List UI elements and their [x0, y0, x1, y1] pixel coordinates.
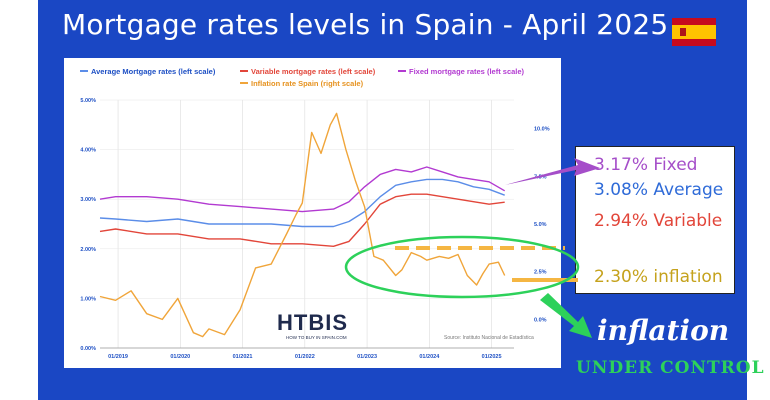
- callout-inflation: 2.30% inflation: [594, 267, 723, 287]
- legend-label-inflation: Inflation rate Spain (right scale): [251, 79, 364, 88]
- series-line-average-mortgage-rates: [99, 178, 505, 228]
- series-line-fixed-mortgage-rates: [99, 166, 506, 213]
- chart-panel: Average Mortgage rates (left scale) Vari…: [64, 58, 561, 368]
- y-right-tick-label: 0.0%: [534, 317, 547, 323]
- y-left-tick-label: 5.00%: [80, 98, 96, 104]
- x-tick-label: 01/2024: [419, 354, 440, 360]
- chart-legend: Average Mortgage rates (left scale) Vari…: [80, 67, 525, 88]
- y-right-tick-label: 5.0%: [534, 222, 547, 228]
- logo-subtext: HOW TO BUY IN SPAIN.COM: [286, 335, 347, 340]
- legend-label-variable: Variable mortgage rates (left scale): [251, 67, 376, 76]
- series-line-variable-mortgage-rates: [99, 193, 505, 248]
- logo-text: HTBIS: [277, 310, 348, 335]
- callout-fixed: 3.17% Fixed: [594, 155, 698, 175]
- annotation-inflation: inflation: [597, 314, 730, 347]
- x-tick-label: 01/2019: [108, 354, 128, 360]
- chart-source: Source: Instituto Nacional de Estadístic…: [444, 335, 534, 341]
- y-left-tick-label: 3.00%: [80, 197, 96, 203]
- y-left-tick-label: 1.00%: [80, 296, 96, 302]
- chart-grid: [100, 99, 514, 349]
- series-line-inflation-rate-spain: [99, 112, 506, 338]
- flag-crest-icon: [680, 28, 686, 36]
- x-tick-label: 01/2021: [233, 354, 253, 360]
- x-tick-label: 01/2020: [170, 354, 190, 360]
- flag-stripe-middle: [672, 25, 716, 39]
- legend-label-fixed: Fixed mortgage rates (left scale): [409, 67, 525, 76]
- headline: Mortgage rates levels in Spain - April 2…: [62, 8, 669, 41]
- y-right-tick-label: 10.0%: [534, 127, 550, 133]
- callout-variable: 2.94% Variable: [594, 211, 723, 231]
- rates-callout: 3.17% Fixed 3.08% Average 2.94% Variable…: [575, 146, 735, 294]
- line-chart: Average Mortgage rates (left scale) Vari…: [80, 67, 550, 360]
- y-right-tick-label: 7.5%: [534, 174, 547, 180]
- y-left-tick-label: 0.00%: [80, 346, 96, 352]
- y-left-tick-label: 4.00%: [80, 148, 96, 154]
- y-right-tick-label: 2.5%: [534, 270, 547, 276]
- spain-flag-icon: [672, 18, 716, 46]
- x-tick-label: 01/2022: [295, 354, 315, 360]
- annotation-under-control: UNDER CONTROL: [576, 358, 765, 378]
- legend-label-average: Average Mortgage rates (left scale): [91, 67, 216, 76]
- flag-stripe-top: [672, 18, 716, 25]
- flag-stripe-bottom: [672, 39, 716, 46]
- y-left-tick-label: 2.00%: [80, 247, 96, 253]
- chart-series: [99, 112, 506, 338]
- x-tick-label: 01/2025: [482, 354, 502, 360]
- htbis-logo: HTBIS HOW TO BUY IN SPAIN.COM: [277, 310, 348, 340]
- callout-average: 3.08% Average: [594, 180, 724, 200]
- x-tick-label: 01/2023: [357, 354, 377, 360]
